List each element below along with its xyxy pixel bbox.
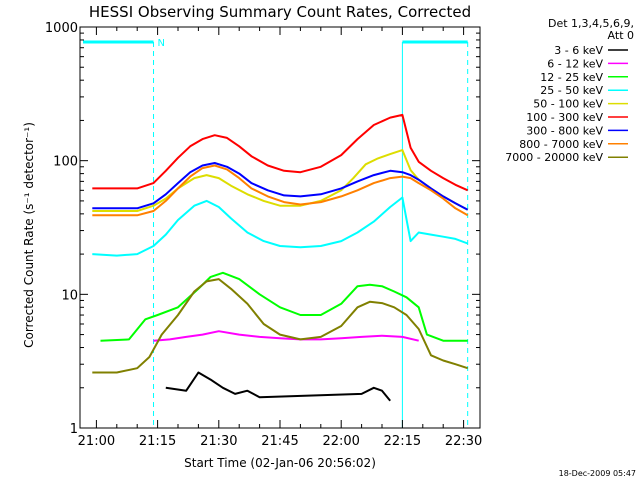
y-tick-label: 1000 [45, 21, 78, 36]
x-tick-label: 22:00 [322, 434, 359, 449]
series-line [92, 196, 469, 257]
legend-header-line-2: Att 0 [608, 29, 634, 42]
legend-label: 3 - 6 keV [554, 44, 603, 57]
series-line [92, 149, 469, 212]
series-line [153, 330, 419, 342]
series-line [92, 113, 469, 192]
x-tick-label: 21:00 [78, 434, 115, 449]
legend-label: 100 - 300 keV [526, 111, 603, 124]
y-axis-label: Corrected Count Rate (s⁻¹ detector⁻¹) [22, 122, 36, 348]
legend-label: 50 - 100 keV [533, 98, 603, 111]
x-tick-label: 22:30 [445, 434, 482, 449]
x-tick-label: 21:30 [200, 434, 237, 449]
legend-label: 800 - 7000 keV [519, 138, 603, 151]
plot-area: N [83, 38, 469, 428]
series-line [92, 164, 469, 217]
x-tick-label: 21:15 [139, 434, 176, 449]
y-tick-label: 100 [53, 155, 78, 170]
timestamp: 18-Dec-2009 05:47 [559, 469, 636, 478]
flag-label: N [158, 38, 165, 49]
chart-title: HESSI Observing Summary Count Rates, Cor… [89, 3, 471, 21]
legend-header-line-1: Det 1,3,4,5,6,9, [548, 17, 634, 30]
legend-label: 25 - 50 keV [540, 84, 603, 97]
series-line [100, 271, 468, 342]
x-tick-label: 21:45 [261, 434, 298, 449]
series-line [92, 278, 469, 374]
series-line [165, 371, 391, 402]
axes: 1 10 100 1000 21:00 21:15 21:30 21:45 22:00 22:15… [45, 21, 482, 449]
legend-label: 300 - 800 keV [526, 124, 603, 137]
legend-label: 12 - 25 keV [540, 71, 603, 84]
y-tick-label: 1 [70, 422, 78, 437]
x-tick-label: 22:15 [384, 434, 421, 449]
y-tick-label: 10 [61, 288, 78, 303]
plot-frame [79, 26, 481, 429]
legend-label: 7000 - 20000 keV [505, 151, 603, 164]
legend-label: 6 - 12 keV [547, 57, 603, 70]
x-axis-label: Start Time (02-Jan-06 20:56:02) [184, 456, 376, 470]
series-line [92, 162, 469, 211]
